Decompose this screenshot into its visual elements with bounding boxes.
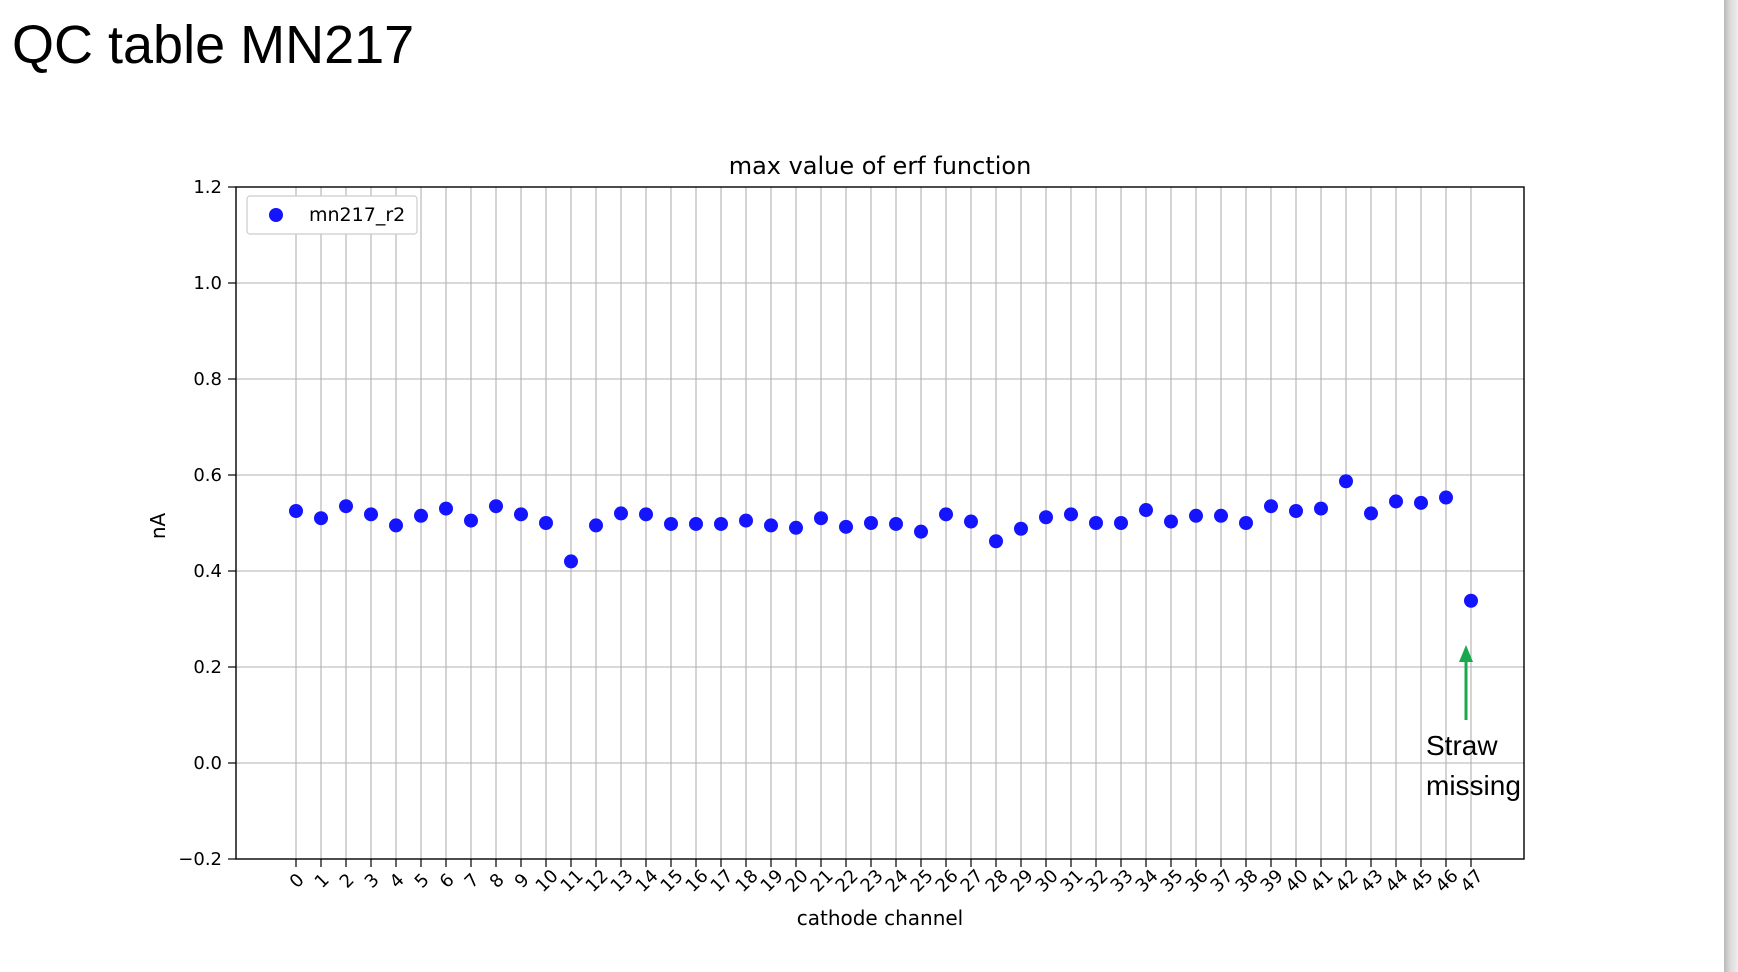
- straw-missing-arrow: [1459, 645, 1473, 720]
- data-point: [289, 504, 303, 518]
- data-point: [1339, 474, 1353, 489]
- data-point: [1364, 506, 1378, 521]
- data-point: [1389, 494, 1403, 509]
- data-point: [1189, 508, 1203, 523]
- y-tick-label: 0.6: [193, 465, 222, 486]
- data-point: [864, 516, 878, 530]
- data-point: [564, 554, 578, 569]
- legend-marker: [269, 208, 283, 222]
- x-tick-label: 4: [386, 870, 409, 893]
- x-axis-label: cathode channel: [797, 906, 964, 930]
- x-tick-label: 1: [311, 870, 334, 893]
- data-point: [364, 507, 378, 522]
- data-point: [339, 499, 353, 514]
- data-point: [1089, 516, 1103, 530]
- data-point: [1464, 593, 1478, 608]
- data-point: [389, 518, 403, 533]
- data-point: [414, 508, 428, 523]
- y-axis-label: nA: [146, 513, 170, 540]
- x-tick-label: 8: [486, 870, 509, 893]
- y-tick-label: 0.8: [193, 369, 222, 390]
- y-tick-label: −0.2: [178, 849, 222, 870]
- x-axis-ticks: 0 1 2 3 4 5 6 7 8 9101112131415161718192021222324…: [286, 859, 1488, 897]
- data-point: [1114, 516, 1128, 530]
- grid-lines: [236, 186, 1524, 860]
- x-tick-label: 5: [411, 870, 434, 893]
- data-point: [1214, 508, 1228, 523]
- legend-box: [246, 195, 418, 235]
- x-tick-label: 0: [286, 870, 309, 893]
- y-tick-label: 1.0: [193, 273, 222, 294]
- y-tick-label: 0.2: [193, 657, 222, 678]
- arrow-head: [1459, 645, 1473, 662]
- annotation-line-1: Straw: [1426, 730, 1498, 761]
- data-points: [289, 474, 1478, 608]
- data-point: [939, 507, 953, 522]
- data-point: [439, 501, 453, 516]
- data-point: [1239, 516, 1253, 530]
- data-point: [1064, 507, 1078, 522]
- straw-missing-annotation: Straw missing: [1426, 726, 1521, 806]
- x-tick-label: 47: [1457, 866, 1488, 897]
- data-point: [1289, 504, 1303, 518]
- y-tick-label: 0.4: [193, 561, 222, 582]
- data-point: [989, 534, 1003, 549]
- plot-frame: [235, 186, 1525, 860]
- data-point: [1164, 514, 1178, 529]
- annotation-line-2: missing: [1426, 770, 1521, 801]
- x-tick-label: 7: [461, 870, 484, 893]
- data-point: [1414, 495, 1428, 510]
- x-tick-label: 9: [511, 870, 534, 893]
- data-point: [789, 520, 803, 535]
- y-tick-label: 0.0: [193, 753, 222, 774]
- y-axis-ticks: −0.2 0.0 0.2 0.4 0.6 0.8 1.0 1.2: [178, 177, 236, 870]
- data-point: [314, 511, 328, 526]
- data-point: [714, 516, 728, 531]
- x-tick-label: 2: [336, 870, 359, 893]
- window-edge: [1724, 0, 1738, 972]
- data-point: [964, 514, 978, 529]
- data-point: [489, 499, 503, 514]
- data-point: [689, 516, 703, 531]
- y-tick-label: 1.2: [193, 177, 222, 198]
- legend-label: mn217_r2: [309, 204, 405, 226]
- data-point: [539, 516, 553, 530]
- legend: mn217_r2: [246, 195, 418, 235]
- data-point: [464, 513, 478, 528]
- data-point: [889, 516, 903, 531]
- x-tick-label: 6: [436, 870, 459, 893]
- slide-title: QC table MN217: [12, 15, 415, 75]
- data-point: [1039, 510, 1053, 525]
- data-point: [1314, 501, 1328, 516]
- data-point: [739, 513, 753, 528]
- data-point: [1139, 503, 1153, 518]
- chart-title: max value of erf function: [729, 152, 1032, 180]
- x-tick-label: 3: [361, 870, 384, 893]
- data-point: [514, 507, 528, 522]
- data-point: [839, 519, 853, 534]
- data-point: [664, 516, 678, 531]
- data-point: [1439, 490, 1453, 505]
- data-point: [814, 511, 828, 526]
- data-point: [589, 518, 603, 533]
- data-point: [639, 507, 653, 522]
- data-point: [1014, 521, 1028, 536]
- data-point: [1264, 499, 1278, 514]
- data-point: [764, 518, 778, 533]
- data-point: [614, 506, 628, 521]
- data-point: [914, 524, 928, 539]
